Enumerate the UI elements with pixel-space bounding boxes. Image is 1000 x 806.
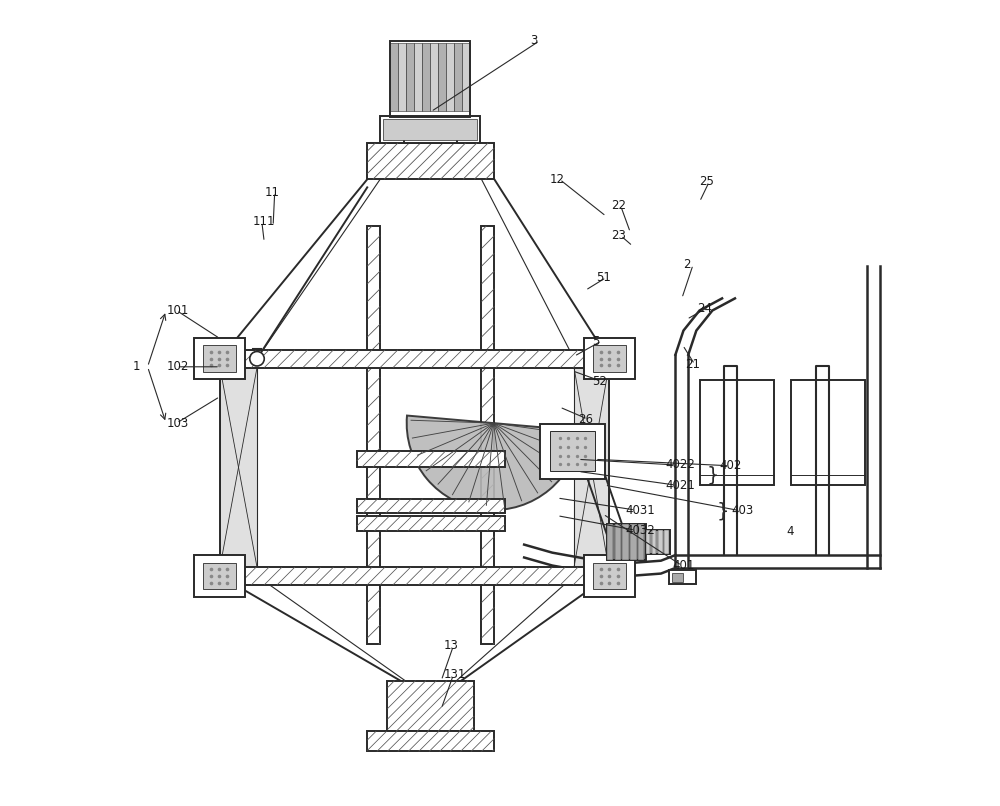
Bar [220,350,609,368]
Text: 26: 26 [578,413,593,426]
Bar [593,563,626,589]
Bar [630,525,637,560]
Text: 101: 101 [167,304,189,317]
Text: 4022: 4022 [666,459,696,472]
Text: 2: 2 [683,258,691,271]
Bar [367,143,494,179]
Bar [672,573,683,583]
Bar [593,346,626,372]
Bar [203,563,236,589]
Bar [390,41,470,118]
Text: 21: 21 [685,358,700,371]
Bar [367,226,380,644]
Bar [357,451,505,467]
Bar [462,43,470,111]
Bar [700,380,774,485]
Bar [622,525,629,560]
Bar [658,530,663,555]
Bar [380,116,480,143]
Bar [398,43,406,111]
Bar [220,567,609,585]
Text: 401: 401 [672,559,695,572]
Text: 22: 22 [611,199,626,212]
Bar [446,43,454,111]
Text: }: } [716,501,729,521]
Bar [194,339,245,380]
Bar [430,43,438,111]
Text: 25: 25 [700,175,714,189]
Bar [357,517,505,531]
Bar [454,43,462,111]
Text: 102: 102 [167,360,189,373]
Text: 3: 3 [530,35,537,48]
Bar [550,431,595,472]
Text: 24: 24 [697,301,712,314]
Text: 402: 402 [720,459,742,472]
Bar [367,731,494,751]
Bar [422,43,430,111]
Bar [414,43,422,111]
Bar [652,530,656,555]
Text: 1: 1 [133,360,141,373]
Text: 12: 12 [550,172,565,186]
Bar [387,680,474,731]
Bar [584,555,635,596]
Text: 4021: 4021 [666,479,696,492]
Bar [203,346,236,372]
Text: 52: 52 [592,375,607,388]
Text: 4032: 4032 [626,524,655,537]
Bar [194,555,245,596]
Wedge shape [407,416,580,510]
Bar [646,530,670,555]
Text: 23: 23 [611,229,626,242]
Bar [220,359,257,576]
Bar [791,380,865,485]
Text: 4: 4 [786,526,794,538]
Bar [383,119,477,140]
Bar [404,123,457,143]
Bar [574,359,609,576]
Bar [646,530,650,555]
Text: 403: 403 [731,505,753,517]
Text: 111: 111 [252,215,275,228]
Bar [584,339,635,380]
Text: }: } [707,465,719,484]
Text: 103: 103 [167,417,189,430]
Bar [438,43,446,111]
Text: 131: 131 [444,668,466,681]
Text: 51: 51 [597,271,611,284]
Bar [669,570,696,584]
Bar [664,530,669,555]
Bar [540,424,605,479]
Bar [607,525,613,560]
Bar [615,525,621,560]
Bar [390,43,398,111]
Bar [638,525,644,560]
Text: 5: 5 [592,334,599,347]
Text: 4031: 4031 [626,504,655,517]
Text: 11: 11 [265,185,280,199]
Text: 13: 13 [444,639,459,653]
Bar [607,525,646,560]
Bar [406,43,414,111]
Bar [481,226,494,644]
Bar [357,499,505,513]
Circle shape [250,351,264,366]
